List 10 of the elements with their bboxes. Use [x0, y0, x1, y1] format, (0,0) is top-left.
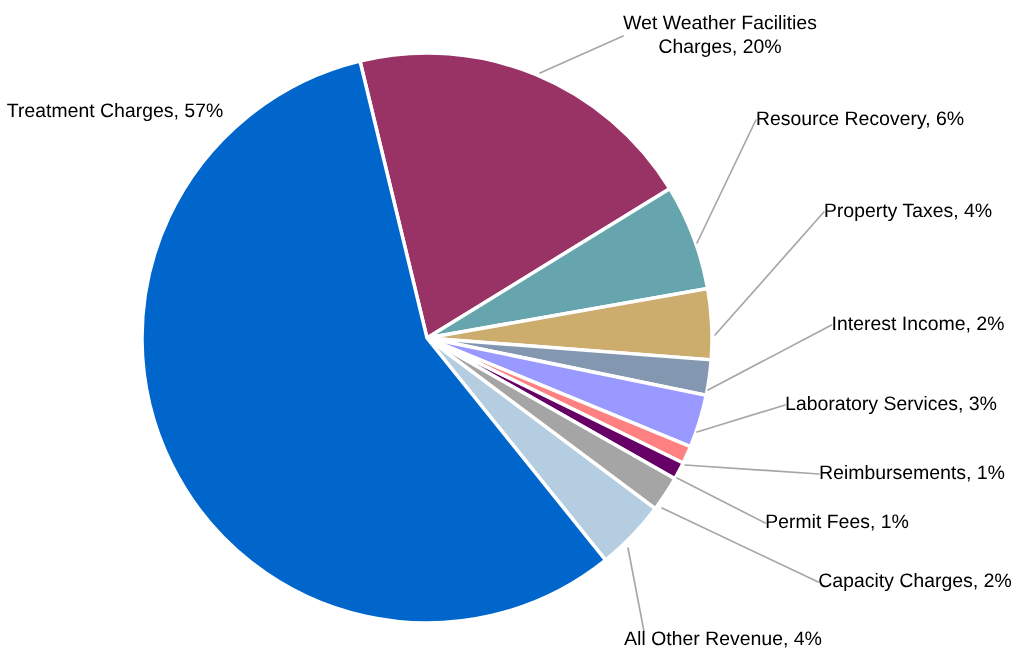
slice-label: Treatment Charges, 57%	[7, 102, 223, 122]
slice-label: Capacity Charges, 2%	[819, 572, 1012, 592]
slice-label: Laboratory Services, 3%	[786, 395, 997, 415]
slice-label: Resource Recovery, 6%	[757, 111, 964, 130]
slice-label: Permit Fees, 1%	[766, 513, 909, 531]
slice-label: Interest Income, 2%	[833, 316, 1004, 333]
slice-label: Reimbursements, 1%	[820, 464, 1005, 482]
slice-label: Property Taxes, 4%	[825, 203, 992, 222]
slice-label: All Other Revenue, 4%	[624, 630, 822, 648]
slice-label: Wet Weather Facilities Charges, 20%	[623, 15, 817, 57]
